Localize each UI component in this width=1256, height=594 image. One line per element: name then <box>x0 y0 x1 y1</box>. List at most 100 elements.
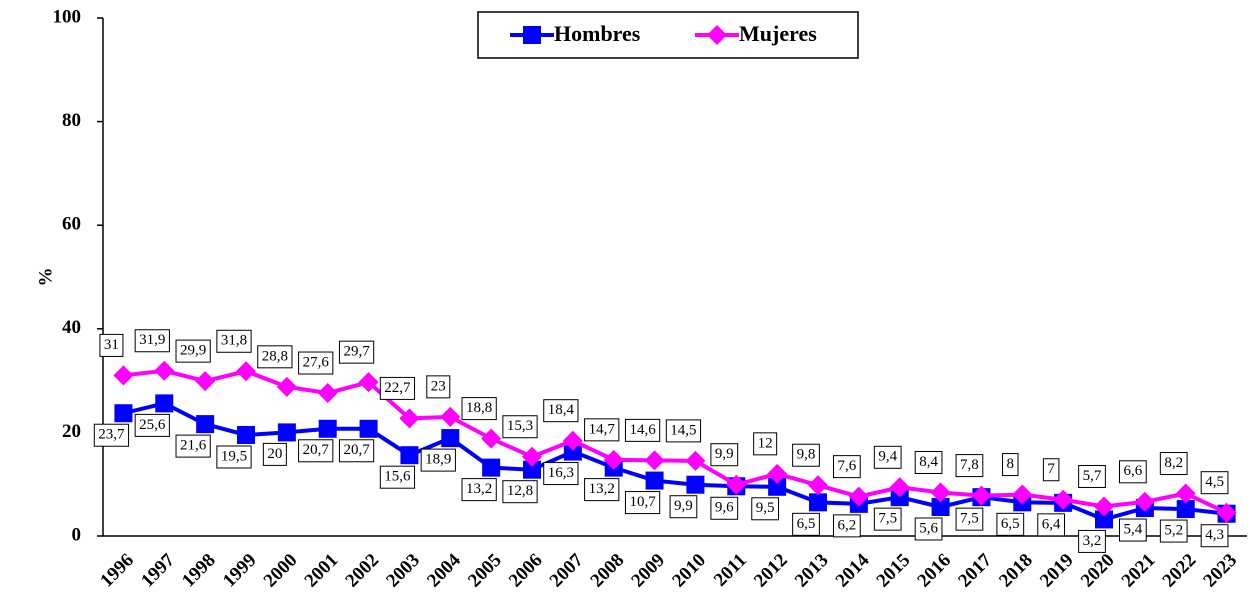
x-tick-label: 2011 <box>710 550 751 591</box>
value-label: 6,5 <box>797 516 816 532</box>
marker <box>686 475 705 494</box>
marker <box>971 485 992 506</box>
x-tick-label: 2003 <box>382 550 424 592</box>
value-label: 9,8 <box>797 447 816 463</box>
value-label-group: 5,7 <box>1078 464 1106 488</box>
x-tick-label: 2004 <box>423 549 465 591</box>
x-tick-label: 2009 <box>627 550 669 592</box>
marker <box>399 408 420 429</box>
x-tick-label: 2008 <box>587 550 629 592</box>
value-label: 28,8 <box>262 348 288 364</box>
value-label-box <box>338 439 375 463</box>
value-label-box <box>461 397 497 421</box>
value-label-group: 9,6 <box>710 496 739 520</box>
value-label-box <box>1078 529 1106 553</box>
value-label: 9,4 <box>878 449 897 465</box>
value-label-group: 6,5 <box>792 512 820 536</box>
value-label-group: 27,6 <box>298 351 334 375</box>
value-label: 13,2 <box>466 481 492 497</box>
value-label-group: 14,6 <box>624 418 661 442</box>
value-label: 9,5 <box>756 500 775 516</box>
value-label-box <box>175 434 211 458</box>
marker <box>930 482 951 503</box>
value-label-box <box>93 423 130 447</box>
value-label-group: 10,7 <box>624 491 661 515</box>
value-label-group: 15,3 <box>502 415 538 439</box>
marker <box>277 423 296 442</box>
marker <box>1053 489 1074 510</box>
value-label: 16,3 <box>548 465 574 481</box>
series-line <box>122 401 1227 522</box>
value-label-group: 5,6 <box>914 517 943 541</box>
value-label-group: 23 <box>426 375 451 399</box>
value-label-box <box>624 491 661 515</box>
value-label: 18,8 <box>466 400 492 416</box>
value-label: 8 <box>1007 456 1015 472</box>
marker <box>1134 491 1155 512</box>
value-label-box <box>1159 452 1188 476</box>
x-tick-label: 1998 <box>178 550 220 592</box>
value-label: 9,9 <box>715 446 734 462</box>
value-label-box <box>753 432 778 456</box>
x-tick-label: 2017 <box>954 549 996 591</box>
value-label-box <box>543 462 579 486</box>
value-label: 14,5 <box>670 422 696 438</box>
value-label-group: 8,4 <box>914 450 943 474</box>
value-label-group: 31,9 <box>134 329 170 353</box>
value-label: 14,7 <box>589 421 616 437</box>
value-label: 15,6 <box>384 469 411 485</box>
value-label-group: 6,4 <box>1037 513 1066 537</box>
value-label: 5,7 <box>1083 468 1102 484</box>
value-label-group: 9,4 <box>873 445 902 469</box>
x-tick-label: 2007 <box>546 549 588 591</box>
value-label-box <box>1002 453 1019 477</box>
x-tick-label: 2021 <box>1118 550 1160 592</box>
value-label-group: 7,5 <box>873 507 902 531</box>
marker <box>154 360 175 381</box>
value-label-box <box>792 443 820 467</box>
value-label-box <box>379 465 416 489</box>
marker <box>237 425 255 444</box>
marker <box>359 419 378 438</box>
value-label-box <box>792 512 820 536</box>
value-label-group: 12 <box>753 432 778 456</box>
value-label: 8,2 <box>1164 455 1183 471</box>
value-label: 15,3 <box>507 418 533 434</box>
value-label-group: 18,8 <box>461 397 497 421</box>
value-label: 4,5 <box>1205 474 1224 490</box>
x-tick-label: 2020 <box>1077 550 1119 592</box>
value-label-group: 14,7 <box>584 418 620 442</box>
value-label-group: 7,8 <box>955 454 984 478</box>
x-tick-label: 2022 <box>1159 550 1201 592</box>
value-label-group: 9,5 <box>751 497 780 521</box>
value-label-group: 8 <box>1002 453 1019 477</box>
value-label-group: 23,7 <box>93 423 130 447</box>
value-label: 21,6 <box>180 438 207 454</box>
value-label: 25,6 <box>139 417 166 433</box>
marker <box>114 404 133 423</box>
value-label-box <box>584 418 620 442</box>
value-label-box <box>216 445 252 469</box>
value-label: 7,5 <box>960 511 979 527</box>
marker <box>562 430 583 451</box>
value-label-group: 19,5 <box>216 445 252 469</box>
x-tick-label: 2010 <box>668 550 710 592</box>
value-label-group: 5,2 <box>1159 519 1188 543</box>
value-label-group: 6,2 <box>832 514 861 538</box>
value-label-box <box>1118 518 1147 542</box>
value-label: 23 <box>431 378 446 394</box>
value-label-group: 22,7 <box>379 376 416 400</box>
value-label: 31 <box>104 337 119 353</box>
value-label-box <box>873 507 902 531</box>
y-tick-label: 0 <box>72 524 82 545</box>
value-label: 7,6 <box>837 458 856 474</box>
value-label-group: 15,6 <box>379 465 416 489</box>
x-tick-label: 2016 <box>913 550 955 592</box>
x-tick-label: 2015 <box>873 550 915 592</box>
value-label: 20 <box>267 446 282 462</box>
value-label-box <box>298 351 334 375</box>
value-label-box <box>955 507 984 531</box>
value-label-box <box>996 512 1025 536</box>
x-tick-label: 2013 <box>791 550 833 592</box>
